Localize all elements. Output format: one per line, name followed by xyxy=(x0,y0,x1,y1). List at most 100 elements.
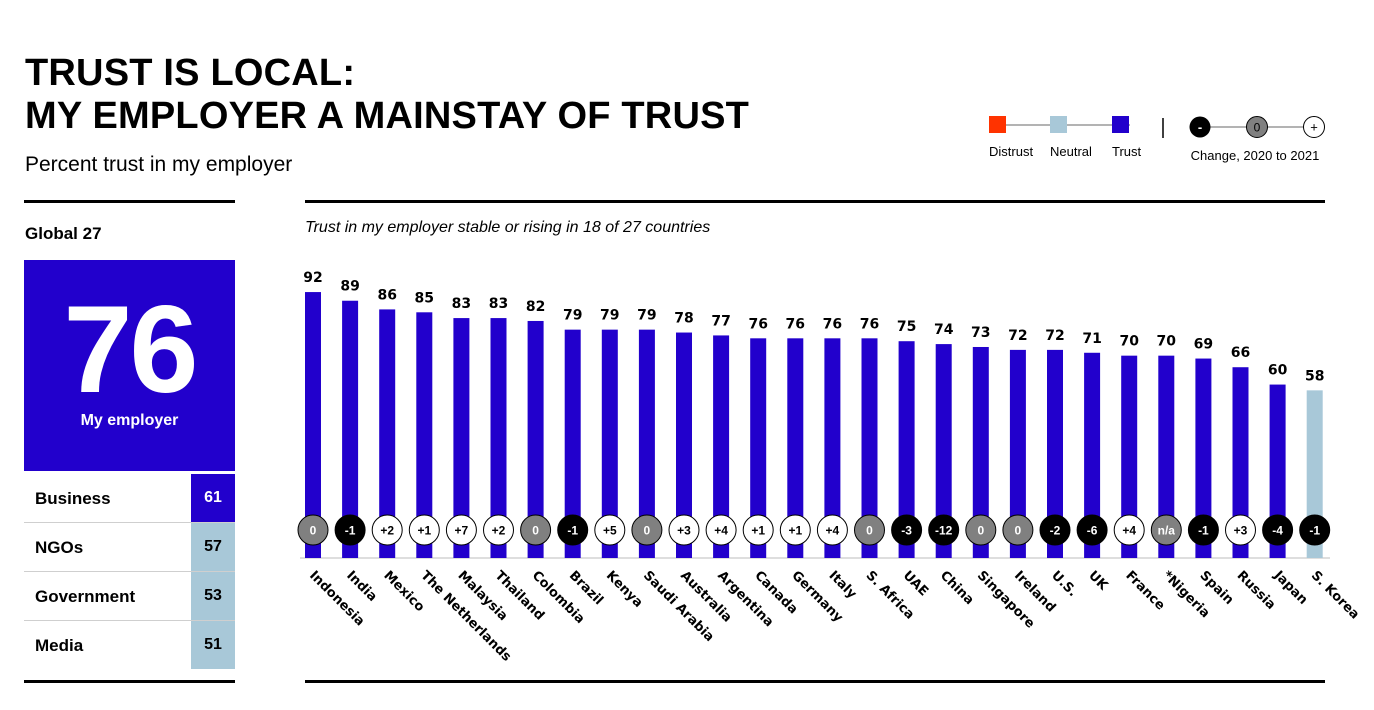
change-label: -1 xyxy=(1309,524,1320,538)
bar xyxy=(676,332,692,558)
category-label: S. Korea xyxy=(1308,568,1362,622)
category-label: Kenya xyxy=(603,568,646,611)
global-score-box: 76 My employer xyxy=(24,260,235,471)
institution-name: Media xyxy=(35,636,84,655)
page-subtitle: Percent trust in my employer xyxy=(25,153,293,176)
change-label: -1 xyxy=(345,524,356,538)
bar xyxy=(1195,358,1212,558)
change-label: -12 xyxy=(935,524,953,538)
data-label: 83 xyxy=(452,296,471,312)
institution-value: 57 xyxy=(191,523,235,571)
institution-row-ngos: NGOs 57 xyxy=(24,523,235,572)
title-line-1: TRUST IS LOCAL: xyxy=(25,52,356,94)
institution-name: Business xyxy=(35,489,111,508)
change-label: +3 xyxy=(1234,524,1248,538)
change-circle xyxy=(891,514,923,546)
change-label: +2 xyxy=(380,524,394,538)
data-label: 72 xyxy=(1008,328,1027,344)
bar xyxy=(861,338,878,558)
change-circle xyxy=(297,514,329,546)
change-label: +2 xyxy=(492,524,506,538)
change-circle xyxy=(631,514,663,546)
data-label: 70 xyxy=(1119,334,1139,350)
data-label: 70 xyxy=(1157,334,1177,350)
data-label: 74 xyxy=(934,322,954,338)
institution-name: Government xyxy=(35,587,136,606)
bar xyxy=(935,344,952,558)
left-bottom-rule xyxy=(24,680,235,683)
change-circle xyxy=(965,514,997,546)
category-label: U.S. xyxy=(1048,568,1080,600)
change-circle xyxy=(557,514,589,546)
institution-row-business: Business 61 xyxy=(24,474,235,523)
change-label: 0 xyxy=(866,524,873,538)
bar xyxy=(750,338,767,558)
change-label: +1 xyxy=(751,524,765,538)
change-label: +1 xyxy=(417,524,431,538)
data-label: 79 xyxy=(637,308,656,324)
change-circle xyxy=(705,514,737,546)
change-circle xyxy=(928,514,960,546)
category-label: UAE xyxy=(900,568,931,599)
legend-distrust-label: Distrust xyxy=(989,144,1033,159)
change-label: -1 xyxy=(567,524,578,538)
change-circle xyxy=(1076,514,1108,546)
left-top-rule xyxy=(24,200,235,203)
change-label: +1 xyxy=(788,524,802,538)
change-label: +4 xyxy=(714,524,728,538)
legend-positive-symbol: + xyxy=(1310,120,1318,135)
legend-negative-symbol: - xyxy=(1198,120,1202,135)
data-label: 66 xyxy=(1231,345,1250,361)
bar xyxy=(1269,384,1286,558)
change-circle xyxy=(854,514,885,546)
legend-neutral-label: Neutral xyxy=(1050,144,1092,159)
change-circle xyxy=(334,514,366,546)
bar xyxy=(416,312,433,558)
data-label: 83 xyxy=(489,296,508,312)
change-circle xyxy=(779,514,811,546)
data-label: 76 xyxy=(748,316,767,332)
category-label: Russia xyxy=(1234,568,1279,613)
right-bottom-rule xyxy=(305,680,1325,683)
change-label: -2 xyxy=(1050,524,1061,538)
legend: Distrust Neutral Trust - 0 + Change, 202… xyxy=(989,116,1325,163)
data-label: 92 xyxy=(303,270,322,286)
bar xyxy=(490,318,507,558)
page-title: TRUST IS LOCAL: MY EMPLOYER A MAINSTAY O… xyxy=(25,52,749,138)
bar xyxy=(1009,349,1026,558)
bar xyxy=(787,338,804,558)
change-label: +4 xyxy=(826,524,840,538)
global-label: Global 27 xyxy=(25,224,102,243)
change-circle xyxy=(1187,514,1219,546)
institution-row-government: Government 53 xyxy=(24,572,235,621)
data-label: 71 xyxy=(1082,331,1101,347)
change-circle xyxy=(1299,514,1331,546)
data-label: 89 xyxy=(340,279,359,295)
institution-name: NGOs xyxy=(35,538,84,557)
change-label: +4 xyxy=(1122,524,1136,538)
category-label: France xyxy=(1122,568,1167,613)
change-circle xyxy=(445,514,477,546)
legend-negative-circle xyxy=(1189,116,1211,138)
data-label: 79 xyxy=(563,308,582,324)
data-label: 78 xyxy=(674,311,693,327)
change-label: 0 xyxy=(644,524,651,538)
data-label: 79 xyxy=(600,308,619,324)
right-top-rule xyxy=(305,200,1325,203)
legend-positive-circle xyxy=(1303,116,1325,138)
change-circle xyxy=(742,514,774,546)
data-label: 73 xyxy=(971,325,990,341)
data-label: 76 xyxy=(823,316,842,332)
data-label: 76 xyxy=(860,316,879,332)
change-circle xyxy=(1039,514,1071,546)
bar xyxy=(898,341,915,558)
change-label: 0 xyxy=(977,524,984,538)
legend-zero-symbol: 0 xyxy=(1254,121,1261,135)
bar xyxy=(342,300,359,558)
change-circle xyxy=(594,514,626,546)
change-label: -4 xyxy=(1272,524,1283,538)
change-label: -3 xyxy=(901,524,912,538)
change-label: +7 xyxy=(455,524,469,538)
institution-value: 51 xyxy=(191,621,235,669)
bar xyxy=(1084,352,1101,558)
